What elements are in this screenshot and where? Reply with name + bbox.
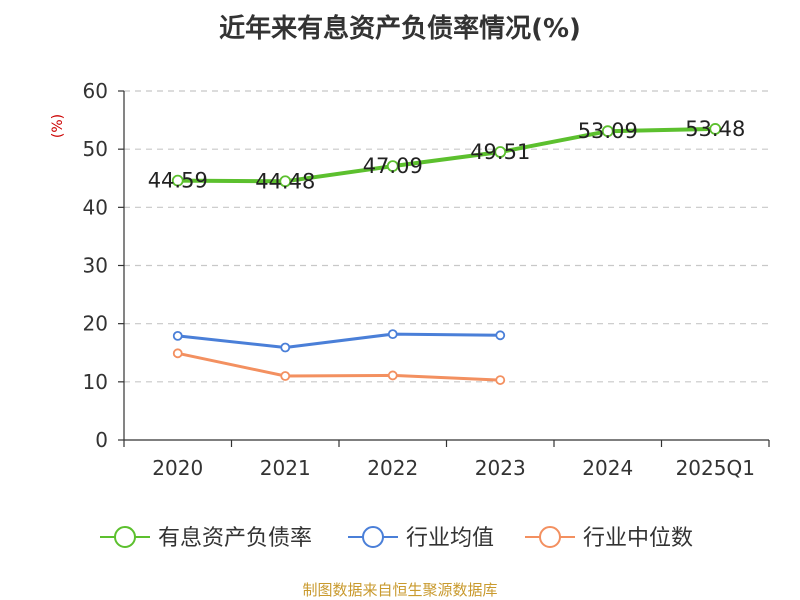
data-label: 49.51 [470,140,530,164]
series-point-2 [387,329,398,340]
legend-item-3: 行业中位数 [525,526,693,551]
legend-label: 行业均值 [406,526,494,551]
data-label: 44.59 [148,169,208,193]
y-tick-label: 30 [83,254,108,278]
y-tick-label: 40 [83,195,108,219]
legend-label: 行业中位数 [583,526,693,551]
data-label: 53.48 [685,117,745,141]
series-point-3 [172,348,183,359]
x-tick-label: 2024 [582,456,633,480]
y-tick-label: 0 [95,428,108,452]
data-source-note: 制图数据来自恒生聚源数据库 [302,581,498,599]
series-point-1 [601,125,614,138]
data-label: 53.09 [578,119,638,143]
series-line-2 [176,332,502,349]
x-tick-label: 2023 [475,456,526,480]
axes: 0 10 20 30 40 50 60 2020 2021 2022 2023 2024 2025Q1 [83,79,770,480]
x-tick-label: 2025Q1 [676,456,755,480]
series-point-3 [280,371,291,381]
x-tick-label: 2022 [367,456,418,480]
data-label: 47.09 [363,154,423,178]
series-point-1 [386,160,399,172]
series-layer [171,123,722,385]
series-line-1 [175,126,718,184]
series-point-2 [172,330,183,341]
y-tick-label: 10 [83,370,108,394]
legend-item-1: 有息资产负债率 [100,526,312,551]
series-point-3 [387,370,398,381]
series-point-1 [709,123,722,135]
legend-marker-icon [114,526,136,548]
x-tick-label: 2020 [152,456,203,480]
x-tick-label: 2021 [260,456,311,480]
y-tick-label: 50 [83,137,108,161]
legend-item-2: 行业均值 [348,526,494,551]
legend-marker-icon [539,526,561,548]
y-axis-label: (%) [50,114,66,138]
legend: 有息资产负债率 行业均值 行业中位数 [100,526,693,551]
y-tick-label: 60 [83,79,108,103]
legend-marker-icon [362,526,384,548]
series-point-3 [495,375,506,385]
series-line-3 [176,351,502,382]
chart-title: 近年来有息资产负债率情况(%) [219,14,581,44]
data-label: 44.48 [255,169,315,193]
series-point-1 [494,146,507,158]
legend-label: 有息资产负债率 [158,526,312,551]
series-point-1 [279,175,292,188]
series-point-2 [495,330,506,341]
data-labels: 44.59 44.48 47.09 49.51 53.09 53.48 [148,117,746,193]
grid-lines [124,90,769,383]
series-point-2 [280,342,291,353]
y-tick-label: 20 [83,312,108,336]
series-point-1 [171,174,184,187]
